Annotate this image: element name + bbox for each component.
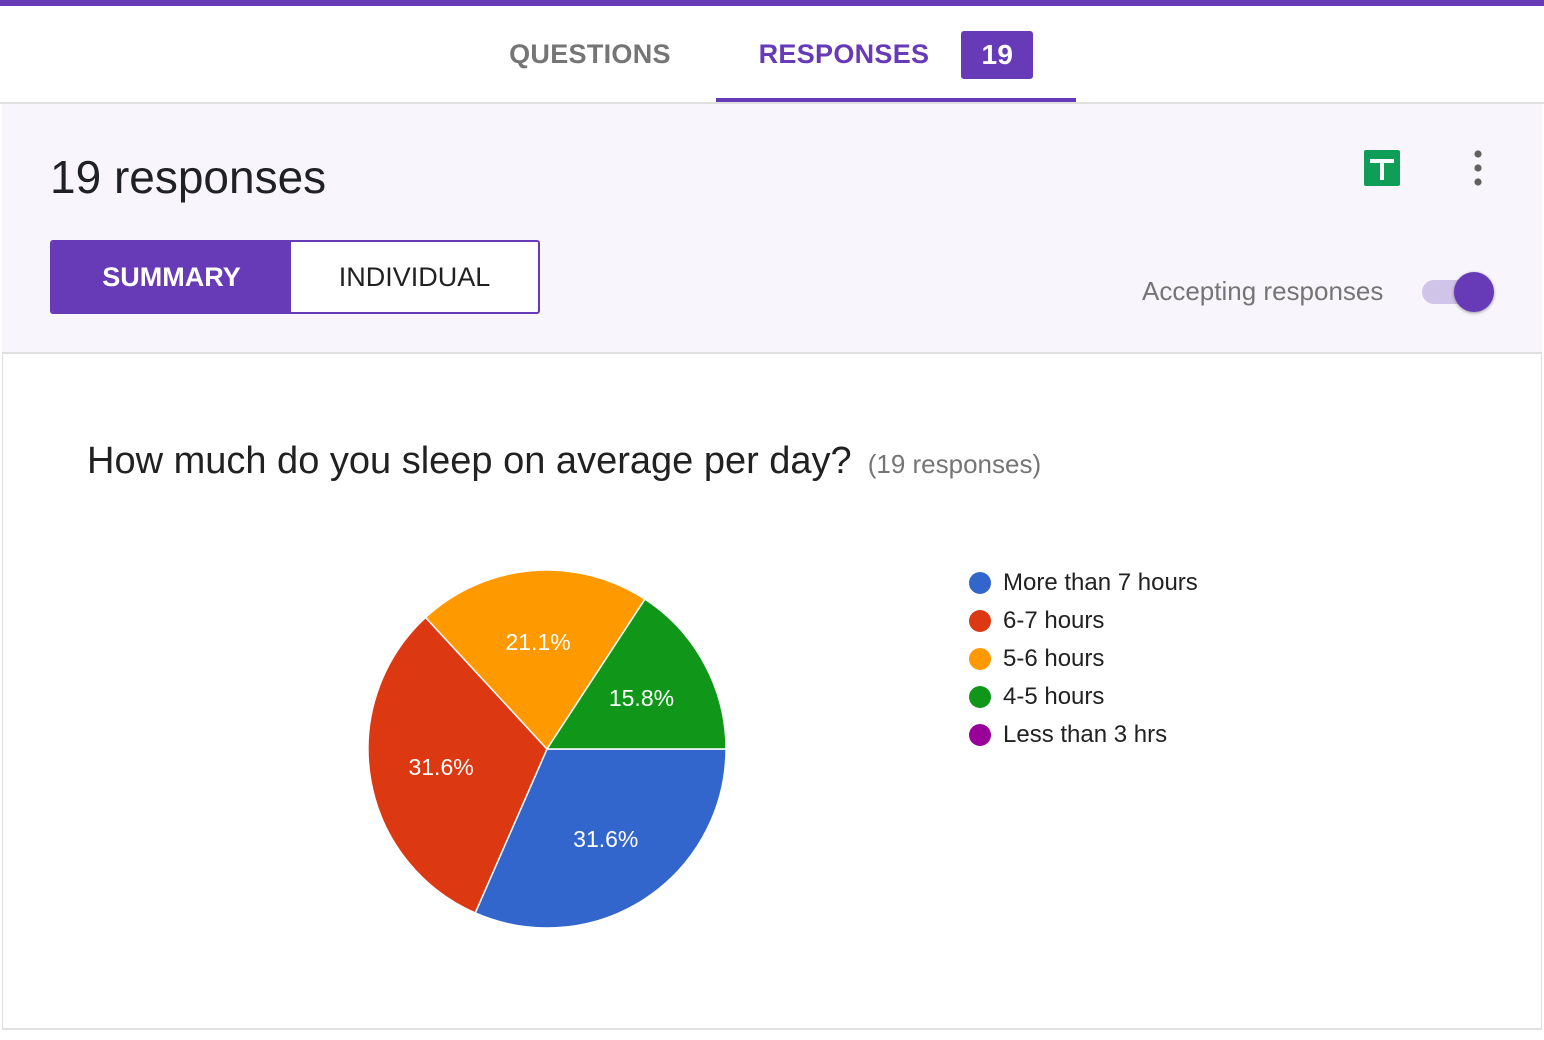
pie-slice-label: 21.1%	[505, 629, 570, 655]
summary-button[interactable]: SUMMARY	[52, 242, 291, 312]
legend-swatch	[969, 724, 991, 746]
question-summary-card: How much do you sleep on average per day…	[2, 354, 1542, 1030]
legend-item: Less than 3 hrs	[969, 716, 1198, 754]
responses-summary-panel: 19 responses SUMMARY INDIVIDUAL Acceptin…	[2, 104, 1542, 354]
legend-item: 4-5 hours	[969, 678, 1198, 716]
toggle-thumb	[1454, 272, 1494, 312]
individual-button[interactable]: INDIVIDUAL	[338, 261, 491, 292]
pie-slice-label: 15.8%	[609, 685, 674, 711]
view-toggle: SUMMARY INDIVIDUAL	[50, 240, 540, 314]
question-header: How much do you sleep on average per day…	[87, 440, 1041, 483]
legend-swatch	[969, 572, 991, 594]
pie-slice-5-6-hours[interactable]	[424, 569, 646, 751]
legend-swatch	[969, 686, 991, 708]
legend-label: 5-6 hours	[1003, 645, 1105, 672]
responses-count-title: 19 responses	[50, 151, 327, 203]
legend-swatch	[969, 648, 991, 670]
legend-item: 5-6 hours	[969, 640, 1198, 678]
legend-item: 6-7 hours	[969, 602, 1198, 640]
legend-swatch	[969, 610, 991, 632]
responses-count-badge: 19	[961, 30, 1034, 79]
tab-bar: QUESTIONS RESPONSES 19	[0, 6, 1544, 103]
legend-label: 4-5 hours	[1003, 683, 1105, 710]
accent-top-bar	[0, 0, 1544, 6]
question-response-count: (19 responses)	[867, 449, 1042, 479]
active-tab-indicator	[716, 98, 1076, 103]
pie-slice-label: 31.6%	[573, 826, 638, 852]
pie-slice-6-7-hours[interactable]	[367, 616, 548, 914]
sheets-icon[interactable]	[1364, 150, 1400, 186]
legend-label: Less than 3 hrs	[1003, 721, 1168, 748]
tab-questions[interactable]: QUESTIONS	[509, 39, 671, 69]
chart-legend: More than 7 hours 6-7 hours 5-6 hours 4-5 h…	[969, 564, 1198, 754]
pie-slice-label: 31.6%	[408, 754, 473, 780]
accepting-responses-toggle[interactable]	[1420, 272, 1498, 312]
pie-chart: 31.6% 31.6% 21.1% 15.8%	[367, 569, 727, 929]
accepting-responses-label: Accepting responses	[1142, 276, 1384, 306]
legend-label: 6-7 hours	[1003, 607, 1105, 634]
pie-slice-4-5-hours[interactable]	[545, 598, 727, 750]
tab-responses-label: RESPONSES	[758, 39, 930, 69]
legend-label: More than 7 hours	[1003, 569, 1198, 596]
more-vert-icon[interactable]	[1464, 148, 1492, 188]
tabs-divider	[0, 102, 1544, 104]
tab-responses[interactable]: RESPONSES 19	[716, 6, 1076, 103]
question-title: How much do you sleep on average per day…	[87, 440, 852, 482]
legend-item: More than 7 hours	[969, 564, 1198, 602]
pie-slice-more-than-7-hours[interactable]	[474, 748, 727, 929]
